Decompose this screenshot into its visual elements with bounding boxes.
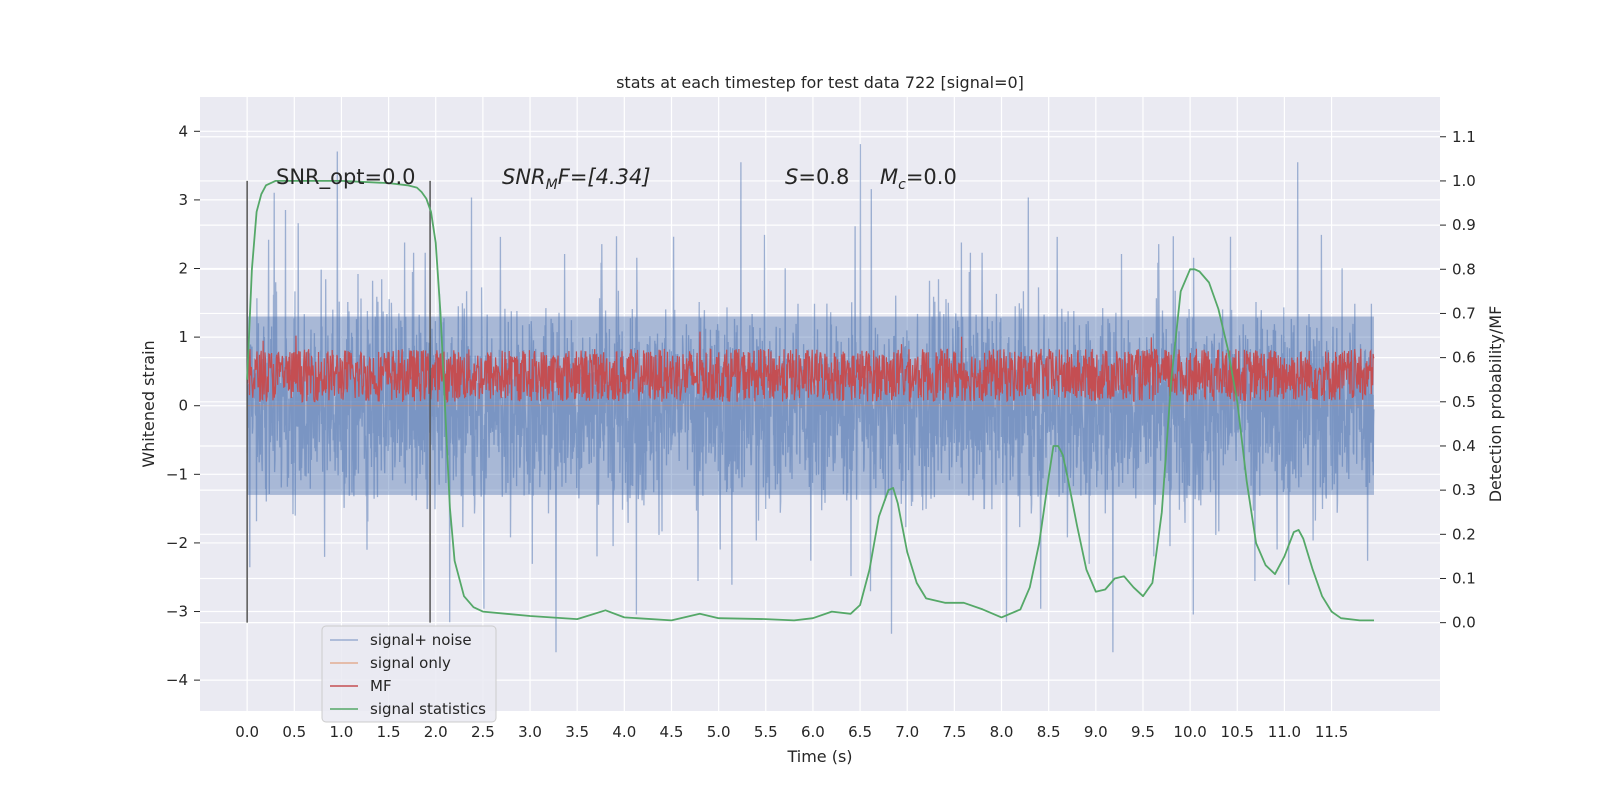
y-tick-label: −4 [166, 671, 188, 689]
y2-tick-label: 1.1 [1452, 128, 1476, 146]
y-tick-label: −2 [166, 534, 188, 552]
snr-mf-symbol: SNR [502, 165, 546, 189]
legend: signal+ noise signal only MF signal stat… [321, 625, 497, 723]
annotations: SNR_opt=0.0 SNRMF=[4.34] S=0.8 Mc=0.0 [276, 165, 957, 193]
legend-label-signal-statistics: signal statistics [370, 700, 486, 718]
snr-mf-subscript: M [546, 177, 558, 193]
mc-value: =0.0 [906, 165, 957, 189]
annotation-s: S=0.8 [785, 165, 849, 189]
y2-tick-labels: 1.1 1.0 0.9 0.8 0.7 0.6 0.5 0.4 0.3 0.2 0.1 0.0 [1440, 128, 1476, 632]
x-tick-label: 11.0 [1268, 723, 1301, 741]
x-tick-label: 2.5 [471, 723, 495, 741]
x-tick-label: 5.5 [754, 723, 778, 741]
s-symbol: S [785, 165, 798, 189]
s-value: =0.8 [798, 165, 849, 189]
x-tick-label: 7.5 [942, 723, 966, 741]
x-tick-label: 11.5 [1315, 723, 1348, 741]
y-tick-label: 3 [178, 191, 188, 209]
x-tick-label: 8.5 [1037, 723, 1061, 741]
y2-tick-label: 0.4 [1452, 437, 1476, 455]
y2-axis-label: Detection probability/MF [1486, 306, 1505, 503]
y2-tick-label: 0.0 [1452, 614, 1476, 632]
x-tick-labels: 0.0 0.5 1.0 1.5 2.0 2.5 3.0 3.5 4.0 4.5 5.0 5.5 6.0 6… [235, 723, 1348, 741]
mf-series [246, 331, 1375, 404]
y2-tick-label: 0.6 [1452, 349, 1476, 367]
annotation-snr-mf: SNRMF=[4.34] [502, 165, 651, 193]
y2-tick-label: 1.0 [1452, 172, 1476, 190]
y-tick-label: 1 [178, 328, 188, 346]
y2-tick-label: 0.3 [1452, 481, 1476, 499]
signal-statistics-line [246, 180, 1374, 622]
y2-tick-label: 0.1 [1452, 569, 1476, 587]
signal-noise-series [246, 144, 1375, 653]
annotation-snr-opt: SNR_opt=0.0 [276, 165, 416, 190]
x-tick-label: 1.0 [330, 723, 354, 741]
y-tick-label: 4 [178, 122, 188, 140]
x-tick-label: 3.0 [518, 723, 542, 741]
x-tick-label: 10.5 [1221, 723, 1254, 741]
y-tick-label: −3 [166, 603, 188, 621]
chart-title: stats at each timestep for test data 722… [616, 73, 1024, 92]
x-tick-label: 0.0 [235, 723, 259, 741]
x-tick-label: 6.5 [848, 723, 872, 741]
y2-tick-label: 0.8 [1452, 260, 1476, 278]
x-tick-label: 4.0 [612, 723, 636, 741]
y-tick-label: 2 [178, 260, 188, 278]
snr-mf-tail: F=[4.34] [558, 165, 651, 189]
y2-tick-label: 0.9 [1452, 216, 1476, 234]
legend-label-mf: MF [370, 677, 392, 695]
legend-label-signal-noise: signal+ noise [370, 631, 472, 649]
x-tick-label: 1.5 [377, 723, 401, 741]
y-tick-labels: 4 3 2 1 0 −1 −2 −3 −4 [166, 122, 200, 689]
window-markers [246, 180, 431, 623]
x-axis-label: Time (s) [786, 747, 852, 766]
x-tick-label: 5.0 [707, 723, 731, 741]
x-tick-label: 7.0 [895, 723, 919, 741]
x-tick-label: 4.5 [660, 723, 684, 741]
signal-statistics-series [246, 180, 1374, 622]
y2-tick-label: 0.7 [1452, 304, 1476, 322]
legend-box [321, 625, 497, 723]
x-tick-label: 3.5 [565, 723, 589, 741]
mc-subscript: c [898, 177, 906, 193]
x-tick-label: 10.0 [1173, 723, 1206, 741]
annotation-mc: Mc=0.0 [880, 165, 957, 193]
legend-label-signal-only: signal only [370, 654, 451, 672]
y2-tick-label: 0.5 [1452, 393, 1476, 411]
x-tick-label: 9.0 [1084, 723, 1108, 741]
x-tick-label: 0.5 [282, 723, 306, 741]
x-tick-label: 9.5 [1131, 723, 1155, 741]
y-axis-label: Whitened strain [139, 340, 158, 467]
x-tick-label: 6.0 [801, 723, 825, 741]
x-tick-label: 8.0 [990, 723, 1014, 741]
x-tick-label: 2.0 [424, 723, 448, 741]
y-tick-label: 0 [178, 397, 188, 415]
y2-tick-label: 0.2 [1452, 525, 1476, 543]
mc-symbol: M [880, 165, 898, 189]
mf-line [246, 331, 1375, 404]
y-tick-label: −1 [166, 465, 188, 483]
